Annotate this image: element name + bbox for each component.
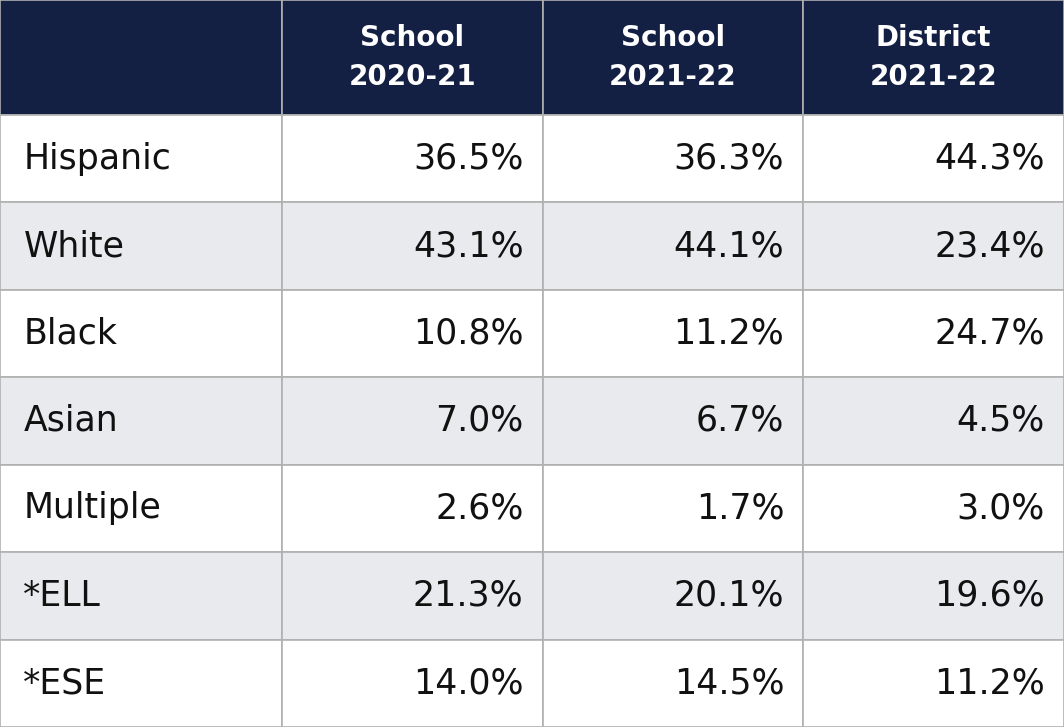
Text: Multiple: Multiple	[23, 491, 162, 526]
Bar	[0, 640, 282, 727]
Text: 21.3%: 21.3%	[413, 579, 523, 613]
Text: 43.1%: 43.1%	[413, 229, 523, 263]
Text: 44.3%: 44.3%	[934, 142, 1045, 176]
Bar	[282, 552, 543, 640]
Bar	[803, 552, 1064, 640]
Bar	[543, 465, 803, 552]
Text: 11.2%: 11.2%	[674, 316, 784, 350]
Bar	[282, 640, 543, 727]
Bar	[0, 552, 282, 640]
Bar	[282, 0, 543, 115]
Text: District
2021-22: District 2021-22	[870, 24, 997, 91]
Bar	[282, 465, 543, 552]
Text: 3.0%: 3.0%	[957, 491, 1045, 526]
Text: School
2021-22: School 2021-22	[610, 24, 736, 91]
Bar	[543, 377, 803, 465]
Text: 7.0%: 7.0%	[435, 404, 523, 438]
Text: 19.6%: 19.6%	[934, 579, 1045, 613]
Text: Black: Black	[23, 316, 117, 350]
Bar	[543, 552, 803, 640]
Bar	[0, 290, 282, 377]
Text: 44.1%: 44.1%	[674, 229, 784, 263]
Bar	[803, 0, 1064, 115]
Text: *ELL: *ELL	[23, 579, 101, 613]
Bar	[282, 377, 543, 465]
Bar	[543, 640, 803, 727]
Bar	[282, 115, 543, 202]
Bar	[543, 115, 803, 202]
Text: White: White	[23, 229, 124, 263]
Bar	[803, 290, 1064, 377]
Text: 10.8%: 10.8%	[413, 316, 523, 350]
Bar	[803, 115, 1064, 202]
Text: Hispanic: Hispanic	[23, 142, 171, 176]
Bar	[282, 290, 543, 377]
Bar	[803, 640, 1064, 727]
Bar	[543, 290, 803, 377]
Text: 4.5%: 4.5%	[957, 404, 1045, 438]
Text: School
2020-21: School 2020-21	[349, 24, 476, 91]
Bar	[0, 202, 282, 290]
Bar	[0, 377, 282, 465]
Bar	[0, 465, 282, 552]
Text: 14.5%: 14.5%	[674, 666, 784, 700]
Text: *ESE: *ESE	[23, 666, 106, 700]
Text: Asian: Asian	[23, 404, 118, 438]
Bar	[803, 202, 1064, 290]
Text: 36.5%: 36.5%	[413, 142, 523, 176]
Text: 1.7%: 1.7%	[696, 491, 784, 526]
Text: 20.1%: 20.1%	[674, 579, 784, 613]
Bar	[543, 202, 803, 290]
Text: 2.6%: 2.6%	[435, 491, 523, 526]
Bar	[803, 377, 1064, 465]
Text: 14.0%: 14.0%	[413, 666, 523, 700]
Bar	[282, 202, 543, 290]
Bar	[543, 0, 803, 115]
Bar	[0, 0, 282, 115]
Text: 11.2%: 11.2%	[934, 666, 1045, 700]
Text: 23.4%: 23.4%	[934, 229, 1045, 263]
Bar	[803, 465, 1064, 552]
Text: 24.7%: 24.7%	[934, 316, 1045, 350]
Bar	[0, 115, 282, 202]
Text: 6.7%: 6.7%	[696, 404, 784, 438]
Text: 36.3%: 36.3%	[674, 142, 784, 176]
